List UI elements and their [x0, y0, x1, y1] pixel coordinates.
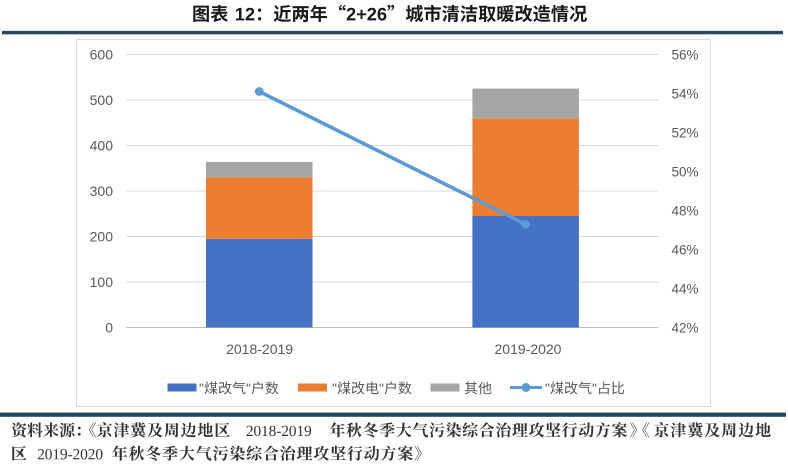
svg-text:600: 600	[90, 47, 114, 63]
svg-text:46%: 46%	[672, 243, 699, 258]
svg-text:100: 100	[90, 274, 114, 290]
svg-text:200: 200	[90, 229, 114, 245]
svg-text:50%: 50%	[672, 165, 699, 180]
svg-text:400: 400	[90, 138, 114, 154]
svg-text:500: 500	[90, 92, 114, 108]
svg-text:0: 0	[105, 320, 113, 336]
svg-text:2019-2020: 2019-2020	[495, 341, 562, 357]
svg-text:52%: 52%	[672, 126, 699, 141]
svg-text:56%: 56%	[672, 48, 699, 63]
svg-text:54%: 54%	[672, 87, 699, 102]
svg-text:2018-2019: 2018-2019	[226, 341, 293, 357]
svg-text:44%: 44%	[672, 282, 699, 297]
svg-text:300: 300	[90, 183, 114, 199]
svg-text:42%: 42%	[672, 321, 699, 336]
svg-text:48%: 48%	[672, 204, 699, 219]
